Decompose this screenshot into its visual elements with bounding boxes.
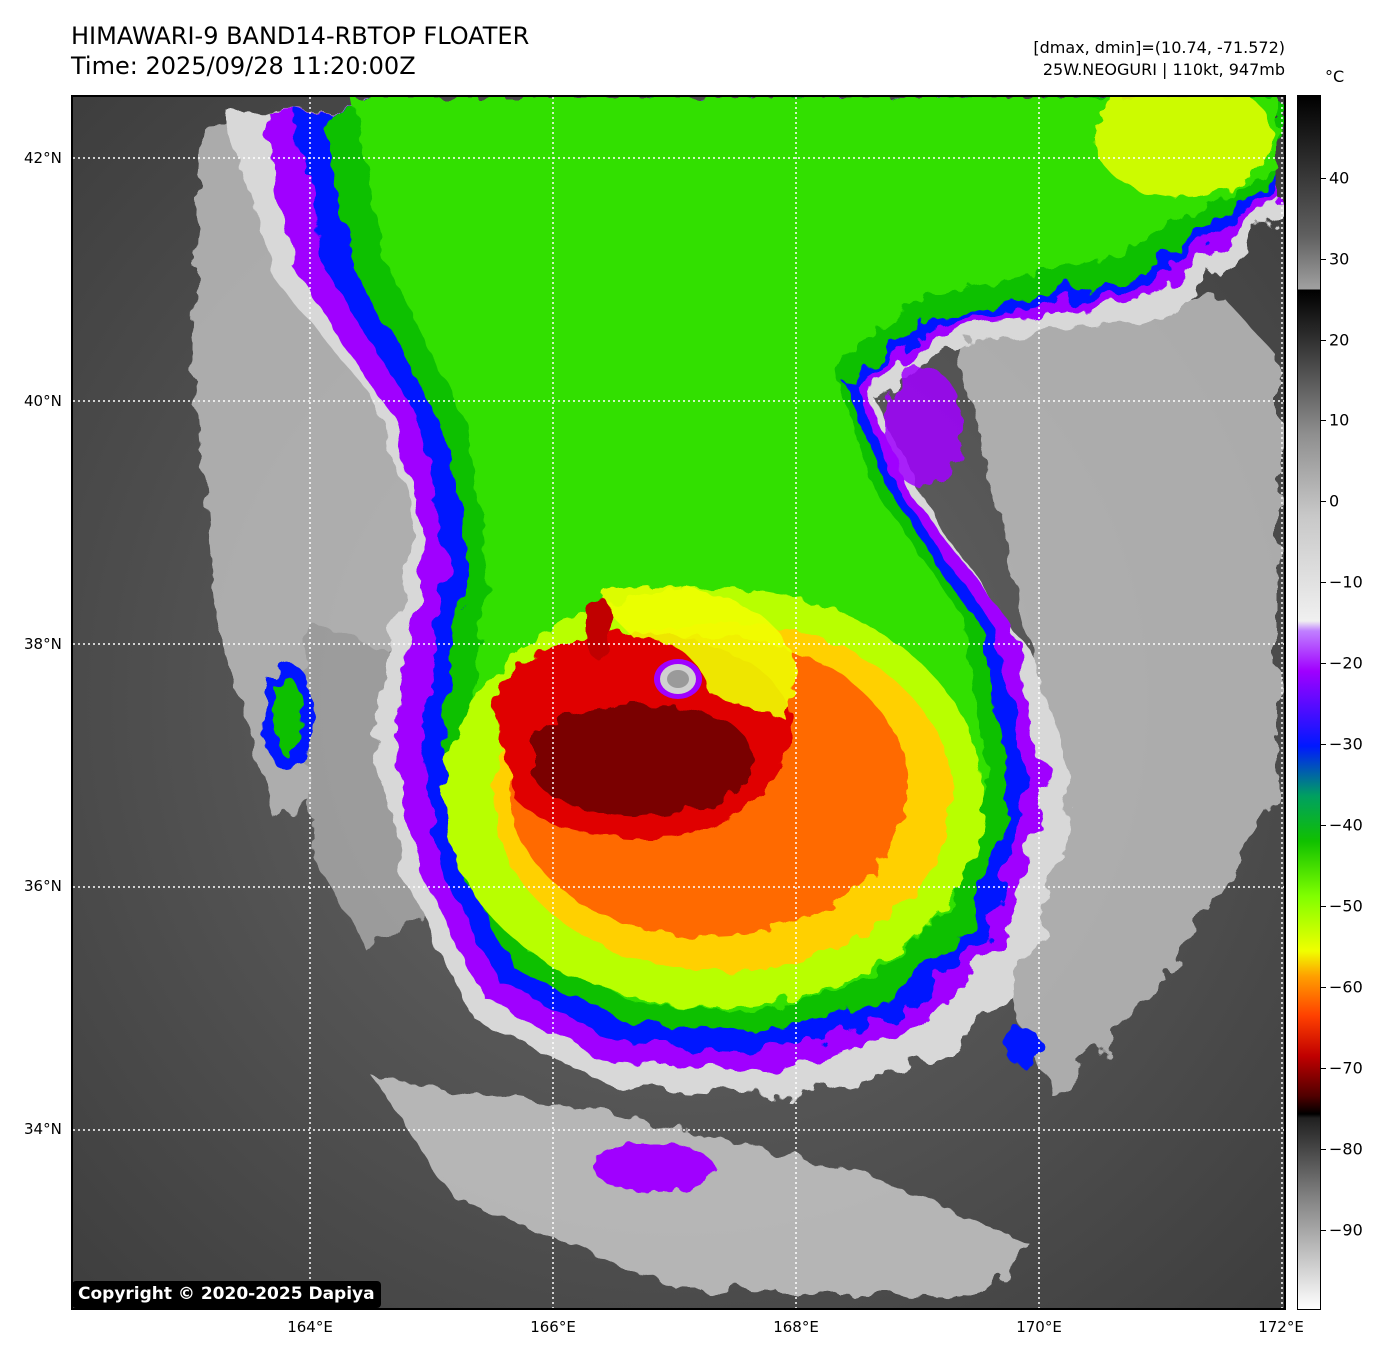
lat-label-42: 42°N (24, 149, 62, 167)
colorbar-tick: 10 (1329, 410, 1350, 430)
lat-label-40: 40°N (24, 392, 62, 410)
colorbar-tick: 0 (1329, 491, 1340, 511)
storm-info: 25W.NEOGURI | 110kt, 947mb (1042, 60, 1285, 79)
colorbar-tick: −70 (1329, 1058, 1363, 1078)
satellite-image-panel (71, 95, 1286, 1310)
lon-label-172: 172°E (1258, 1318, 1304, 1336)
colorbar-tick: 40 (1329, 168, 1350, 188)
lon-label-164: 164°E (287, 1318, 333, 1336)
colorbar-tick: −30 (1329, 734, 1363, 754)
colorbar-tick: −90 (1329, 1220, 1363, 1240)
colorbar-unit: °C (1325, 67, 1345, 86)
colorbar (1297, 95, 1321, 1310)
colorbar-tick: −50 (1329, 896, 1363, 916)
colorbar-tick: 20 (1329, 330, 1350, 350)
dmax-dmin-readout: [dmax, dmin]=(10.74, -71.572) (1033, 38, 1285, 57)
lon-label-170: 170°E (1016, 1318, 1062, 1336)
colorbar-tick: −40 (1329, 815, 1363, 835)
product-title: HIMAWARI-9 BAND14-RBTOP FLOATER (71, 22, 530, 50)
copyright-label: Copyright © 2020-2025 Dapiya (72, 1281, 381, 1308)
lon-label-166: 166°E (530, 1318, 576, 1336)
colorbar-tick: −10 (1329, 572, 1363, 592)
timestamp: Time: 2025/09/28 11:20:00Z (71, 52, 416, 80)
satellite-ir-image (73, 97, 1284, 1308)
lat-label-36: 36°N (24, 877, 62, 895)
colorbar-tick: 30 (1329, 249, 1350, 269)
colorbar-tick: −60 (1329, 977, 1363, 997)
colorbar-tick: −80 (1329, 1139, 1363, 1159)
colorbar-tick: −20 (1329, 653, 1363, 673)
lat-label-34: 34°N (24, 1120, 62, 1138)
lat-label-38: 38°N (24, 635, 62, 653)
lon-label-168: 168°E (773, 1318, 819, 1336)
